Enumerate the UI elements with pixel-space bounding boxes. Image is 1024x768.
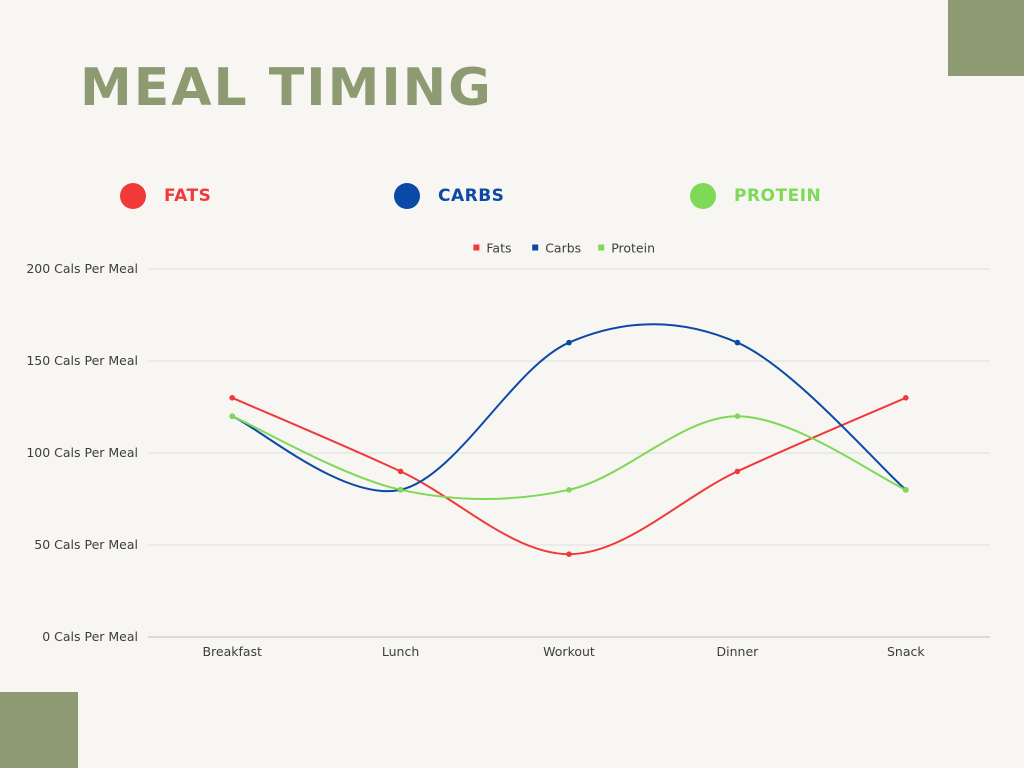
x-tick-label-snack: Snack [887,644,925,659]
chart-series-lines [231,323,907,556]
y-tick-label-100: 100 Cals Per Meal [26,445,138,460]
y-axis-ticks: 0 Cals Per Meal 50 Cals Per Meal 100 Cals … [26,261,138,644]
corner-decoration-bottom [0,692,78,768]
point-fats-dinner [734,468,741,475]
chart-data-points [229,339,909,557]
legend-label-fats: Fats [486,241,511,256]
y-tick-label-50: 50 Cals Per Meal [34,537,138,552]
legend-label-carbs: Carbs [545,241,581,256]
x-tick-label-lunch: Lunch [382,644,419,659]
fats-dot-icon [120,183,146,209]
point-carbs-dinner [734,339,741,346]
x-axis-ticks: Breakfast Lunch Workout Dinner Snack [202,644,925,659]
point-fats-workout [566,551,572,557]
legend-swatch-protein [598,244,605,251]
key-item-carbs: CARBS [394,182,504,210]
legend-swatch-fats [473,244,480,251]
point-protein-breakfast [229,413,235,420]
key-label-fats: FATS [164,186,212,206]
key-label-protein: PROTEIN [734,186,822,206]
series-line-protein [231,415,907,501]
point-fats-snack [903,395,909,401]
x-tick-label-breakfast: Breakfast [202,644,262,659]
corner-decoration-top [948,0,1024,76]
x-tick-label-dinner: Dinner [717,644,760,659]
legend-label-protein: Protein [611,241,655,256]
point-protein-snack [903,487,909,493]
y-tick-label-200: 200 Cals Per Meal [26,261,138,276]
key-item-protein: PROTEIN [690,182,821,210]
point-protein-workout [566,487,572,493]
carbs-dot-icon [394,183,420,209]
y-tick-label-150: 150 Cals Per Meal [26,353,138,368]
protein-dot-icon [690,183,716,209]
point-protein-dinner [734,413,741,420]
point-carbs-workout [566,339,572,346]
legend-swatch-carbs [532,244,539,251]
chart-grid [148,268,990,638]
point-fats-breakfast [229,395,235,401]
key-label-carbs: CARBS [438,186,505,206]
x-tick-label-workout: Workout [543,644,595,659]
point-protein-lunch [397,487,404,493]
chart-legend: Fats Carbs Protein [473,241,655,256]
y-tick-label-0: 0 Cals Per Meal [42,629,138,644]
key-item-fats: FATS [120,182,211,210]
page-title: MEAL TIMING [80,58,493,118]
point-fats-lunch [397,468,404,475]
